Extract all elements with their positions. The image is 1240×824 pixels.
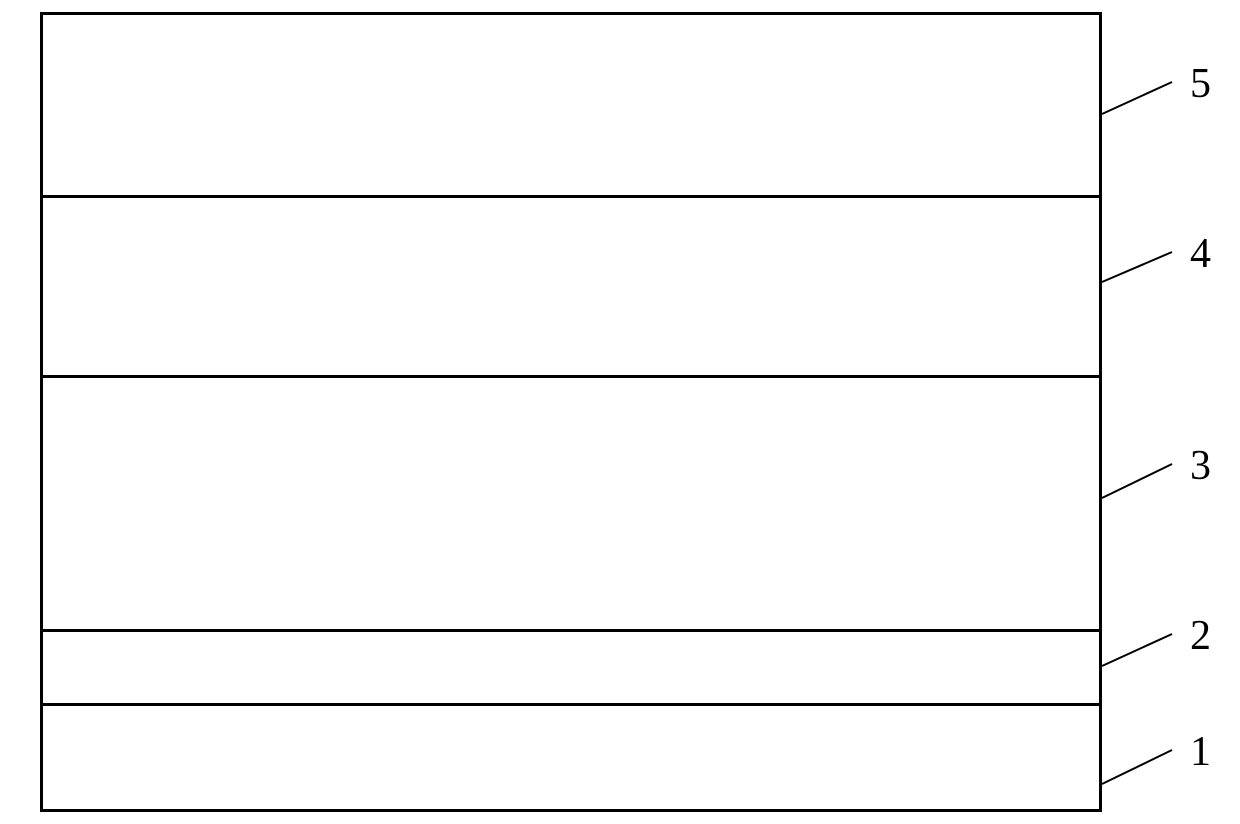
leader-line-3: [1102, 464, 1172, 498]
leader-line-1: [1102, 750, 1172, 784]
label-5: 5: [1190, 60, 1211, 108]
diagram-canvas: 5 4 3 2 1: [0, 0, 1240, 824]
layer-4: [43, 195, 1099, 375]
layer-5: [43, 15, 1099, 195]
layer-stack: [40, 12, 1102, 812]
label-1: 1: [1190, 728, 1211, 776]
layer-2: [43, 629, 1099, 703]
label-2: 2: [1190, 612, 1211, 660]
leader-line-2: [1102, 634, 1172, 666]
layer-3: [43, 375, 1099, 629]
layer-1: [43, 703, 1099, 809]
label-3: 3: [1190, 442, 1211, 490]
leader-line-5: [1102, 82, 1172, 114]
label-4: 4: [1190, 230, 1211, 278]
leader-line-4: [1102, 252, 1172, 282]
